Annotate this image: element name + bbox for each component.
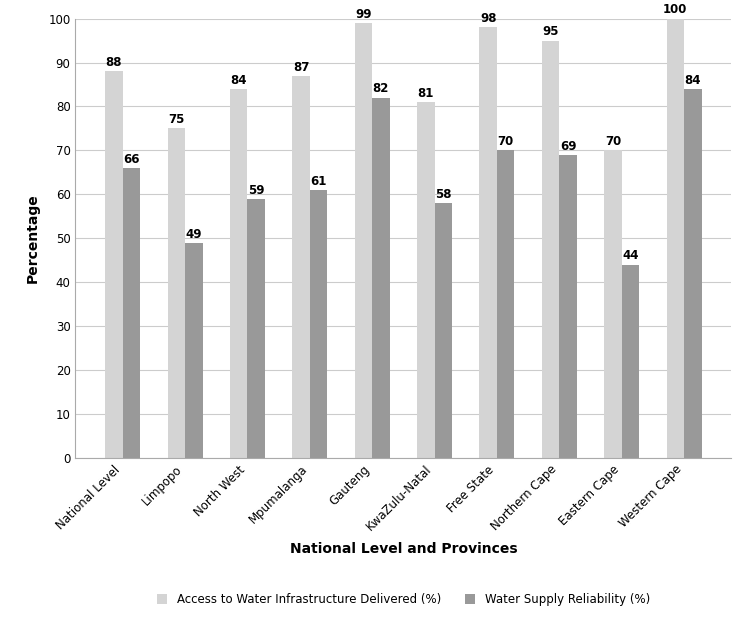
Text: 66: 66 bbox=[123, 153, 139, 166]
Bar bbox=[417, 102, 434, 458]
Bar bbox=[185, 243, 203, 458]
Text: 59: 59 bbox=[248, 184, 265, 197]
Bar bbox=[622, 265, 639, 458]
Text: 70: 70 bbox=[498, 135, 513, 148]
Text: 100: 100 bbox=[664, 3, 688, 16]
Bar bbox=[497, 150, 514, 458]
Text: 70: 70 bbox=[605, 135, 621, 148]
Bar bbox=[310, 190, 327, 458]
Text: 82: 82 bbox=[372, 82, 389, 95]
Text: 69: 69 bbox=[559, 140, 576, 153]
Bar bbox=[293, 76, 310, 458]
Text: 75: 75 bbox=[168, 113, 185, 126]
Bar bbox=[604, 150, 622, 458]
Bar bbox=[123, 168, 140, 458]
Text: 61: 61 bbox=[311, 175, 326, 188]
X-axis label: National Level and Provinces: National Level and Provinces bbox=[290, 542, 517, 556]
Bar bbox=[434, 203, 452, 458]
Text: 95: 95 bbox=[542, 25, 559, 38]
Text: 81: 81 bbox=[418, 87, 434, 100]
Bar bbox=[480, 27, 497, 458]
Text: 88: 88 bbox=[106, 56, 122, 69]
Bar bbox=[230, 89, 247, 458]
Text: 87: 87 bbox=[293, 61, 309, 74]
Bar bbox=[372, 98, 390, 458]
Text: 99: 99 bbox=[355, 8, 372, 21]
Bar bbox=[667, 19, 684, 458]
Text: 58: 58 bbox=[435, 188, 452, 201]
Text: 84: 84 bbox=[231, 74, 247, 87]
Text: 49: 49 bbox=[185, 228, 202, 241]
Legend: Access to Water Infrastructure Delivered (%), Water Supply Reliability (%): Access to Water Infrastructure Delivered… bbox=[151, 587, 656, 612]
Bar bbox=[542, 40, 559, 458]
Bar bbox=[247, 199, 265, 458]
Bar bbox=[106, 71, 123, 458]
Bar bbox=[167, 128, 185, 458]
Y-axis label: Percentage: Percentage bbox=[26, 194, 40, 283]
Text: 44: 44 bbox=[622, 249, 639, 262]
Text: 98: 98 bbox=[480, 12, 496, 25]
Text: 84: 84 bbox=[685, 74, 701, 87]
Bar bbox=[684, 89, 701, 458]
Bar bbox=[559, 155, 577, 458]
Bar bbox=[354, 23, 372, 458]
